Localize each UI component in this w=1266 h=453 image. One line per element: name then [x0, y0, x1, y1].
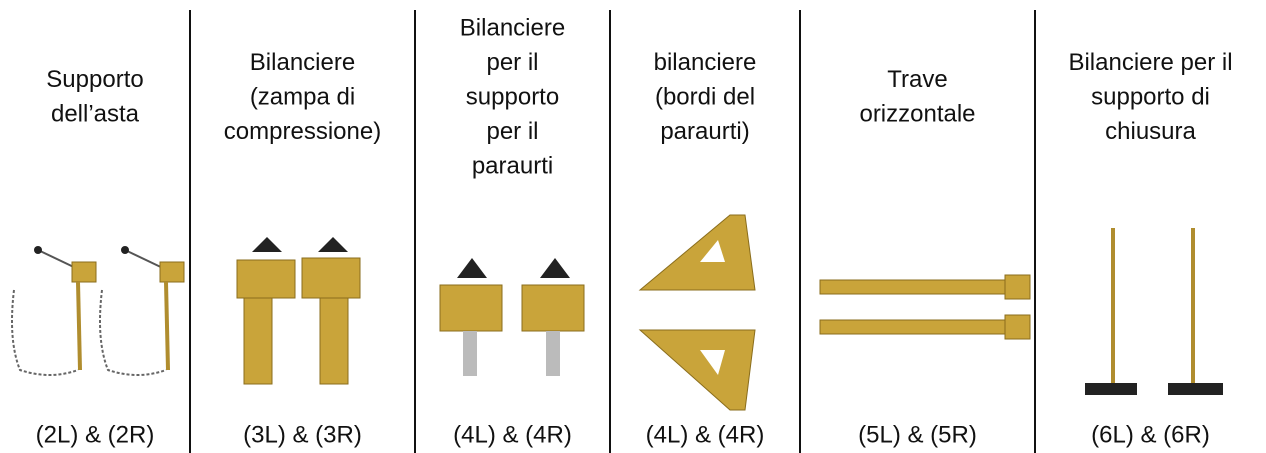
- image-closure-rocker: [1085, 228, 1223, 395]
- column-title-line: (zampa di: [250, 83, 355, 110]
- column-title-line: (bordi del: [655, 83, 755, 110]
- column-title-line: paraurti): [660, 118, 749, 145]
- column-title-line: supporto: [466, 83, 559, 110]
- image-compression-rocker: [236, 237, 361, 385]
- part-code-label: (3L) & (3R): [243, 421, 362, 448]
- image-bumper-edge-rocker: [638, 214, 756, 411]
- column-title-line: supporto di: [1091, 83, 1210, 110]
- column-title-line: Bilanciere per il: [1068, 49, 1232, 76]
- column-title-line: chiusura: [1105, 118, 1196, 145]
- column-title-line: Trave: [887, 66, 947, 93]
- image-bumper-support-rocker: [439, 258, 585, 376]
- part-code-label: (6L) & (6R): [1091, 421, 1210, 448]
- column-title-line: paraurti: [472, 152, 553, 179]
- separators: [189, 10, 1036, 453]
- column-title-line: orizzontale: [859, 101, 975, 128]
- part-code-label: (4L) & (4R): [453, 421, 572, 448]
- part-code-label: (4L) & (4R): [646, 421, 765, 448]
- column-title-line: per il: [486, 118, 538, 145]
- column-title-line: Bilanciere: [250, 49, 355, 76]
- part-code-label: (2L) & (2R): [36, 421, 155, 448]
- column-title-line: Bilanciere: [460, 14, 565, 41]
- column-title-line: Supporto: [46, 66, 143, 93]
- image-rod-support: [11, 246, 185, 376]
- column-title-line: dell’asta: [51, 101, 140, 128]
- column-title-line: per il: [486, 49, 538, 76]
- column-title-line: compressione): [224, 118, 381, 145]
- image-horizontal-beam: [819, 274, 1031, 340]
- column-title-line: bilanciere: [654, 49, 757, 76]
- part-code-label: (5L) & (5R): [858, 421, 977, 448]
